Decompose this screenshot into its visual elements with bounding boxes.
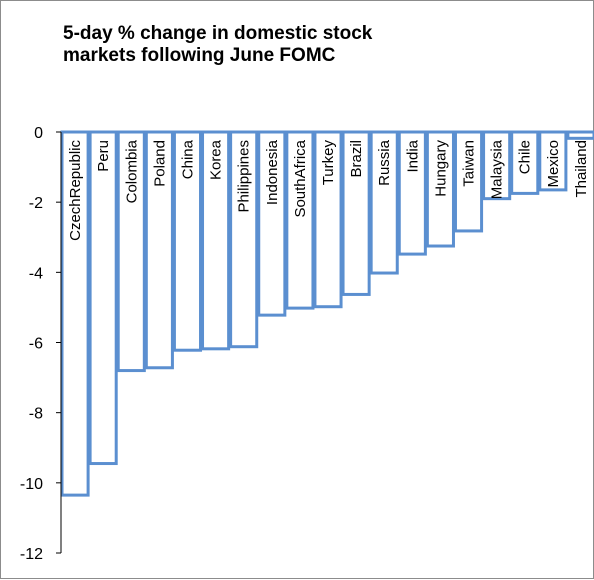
y-tick-label: -12 [20, 546, 43, 563]
bar [453, 130, 484, 233]
bar [369, 130, 399, 275]
category-label: Indonesia [264, 139, 281, 205]
y-axis: 0 -2 -4 -6 -8 -10 -12 [20, 125, 62, 563]
category-label: Colombia [123, 139, 140, 203]
bar [201, 130, 231, 351]
category-label: China [179, 139, 196, 179]
category-label: CzechRepublic [67, 140, 84, 241]
category-label: Taiwan [461, 140, 478, 187]
category-label: India [404, 139, 421, 172]
bar [313, 130, 343, 309]
category-label: Turkey [320, 140, 337, 186]
chart-title-line-1: 5-day % change in domestic stock [63, 23, 373, 44]
category-label: Chile [517, 140, 534, 174]
bar [397, 130, 427, 256]
bar [229, 130, 259, 349]
bar [566, 130, 594, 140]
bar [538, 130, 568, 192]
category-label: Hungary [432, 140, 449, 197]
bar [60, 130, 90, 497]
category-label: Brazil [348, 140, 365, 178]
bar [425, 130, 455, 248]
bar [144, 130, 174, 370]
category-label: Poland [151, 140, 168, 187]
category-label: Mexico [545, 140, 562, 188]
bar [172, 130, 203, 352]
category-labels: CzechRepublic Peru Colombia Poland China Kore… [67, 139, 590, 241]
y-tick-label: 0 [34, 125, 43, 142]
y-tick-label: -4 [29, 265, 43, 282]
category-label: Philippines [236, 140, 253, 213]
category-label: Malaysia [489, 139, 506, 199]
bar [88, 130, 118, 466]
chart-title: 5-day % change in domestic stock markets… [63, 23, 583, 67]
y-tick-label: -6 [29, 336, 43, 353]
bar [116, 130, 146, 373]
bar [257, 130, 287, 317]
category-label: Thailand [573, 140, 590, 198]
bars-group [60, 130, 594, 497]
y-tick-label: -2 [29, 195, 43, 212]
category-label: Peru [95, 140, 112, 172]
bar [510, 130, 540, 195]
bar [285, 130, 315, 310]
chart-title-line-2: markets following June FOMC [63, 45, 336, 66]
category-label: SouthAfrica [292, 139, 309, 217]
category-label: Russia [376, 139, 393, 186]
bar [341, 130, 371, 296]
y-tick-label: -8 [29, 406, 43, 423]
bar [482, 130, 512, 201]
y-tick-label: -10 [20, 476, 43, 493]
category-label: Korea [208, 139, 225, 180]
